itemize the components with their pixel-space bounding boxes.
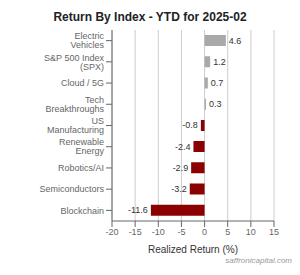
svg-text:-20: -20 <box>105 227 118 237</box>
svg-text:Robotics/AI: Robotics/AI <box>58 163 104 173</box>
svg-text:Cloud / 5G: Cloud / 5G <box>61 78 104 88</box>
svg-text:0: 0 <box>202 227 207 237</box>
svg-text:ElectricVehicles: ElectricVehicles <box>70 31 104 50</box>
svg-text:USManufacturing: USManufacturing <box>47 116 104 135</box>
svg-text:4.6: 4.6 <box>229 36 242 46</box>
svg-text:-10: -10 <box>152 227 165 237</box>
svg-text:S&P 500 Index(SPX): S&P 500 Index(SPX) <box>44 53 104 72</box>
svg-text:1.2: 1.2 <box>213 57 226 67</box>
svg-text:Semiconductors: Semiconductors <box>39 184 104 194</box>
svg-text:Realized Return (%): Realized Return (%) <box>148 244 238 255</box>
svg-text:Blockchain: Blockchain <box>60 206 104 216</box>
svg-text:15: 15 <box>269 227 279 237</box>
svg-text:0.7: 0.7 <box>211 78 224 88</box>
svg-text:-5: -5 <box>177 227 185 237</box>
svg-text:-11.6: -11.6 <box>128 205 148 215</box>
svg-text:10: 10 <box>246 227 256 237</box>
svg-text:-2.4: -2.4 <box>175 142 191 152</box>
svg-text:-15: -15 <box>129 227 142 237</box>
html-text:Return By Index - YTD for 2025: Return By Index - YTD for 2025-02 <box>53 10 247 24</box>
svg-text:-3.2: -3.2 <box>171 184 187 194</box>
svg-text:5: 5 <box>225 227 230 237</box>
svg-text:RenewableEnergy: RenewableEnergy <box>59 137 105 156</box>
html-text:saffronicapital.com: saffronicapital.com <box>225 256 292 265</box>
svg-text:0.3: 0.3 <box>209 99 222 109</box>
svg-text:TechBreakthroughs: TechBreakthroughs <box>45 95 104 114</box>
svg-text:-0.8: -0.8 <box>182 120 198 130</box>
svg-text:-2.9: -2.9 <box>173 163 189 173</box>
